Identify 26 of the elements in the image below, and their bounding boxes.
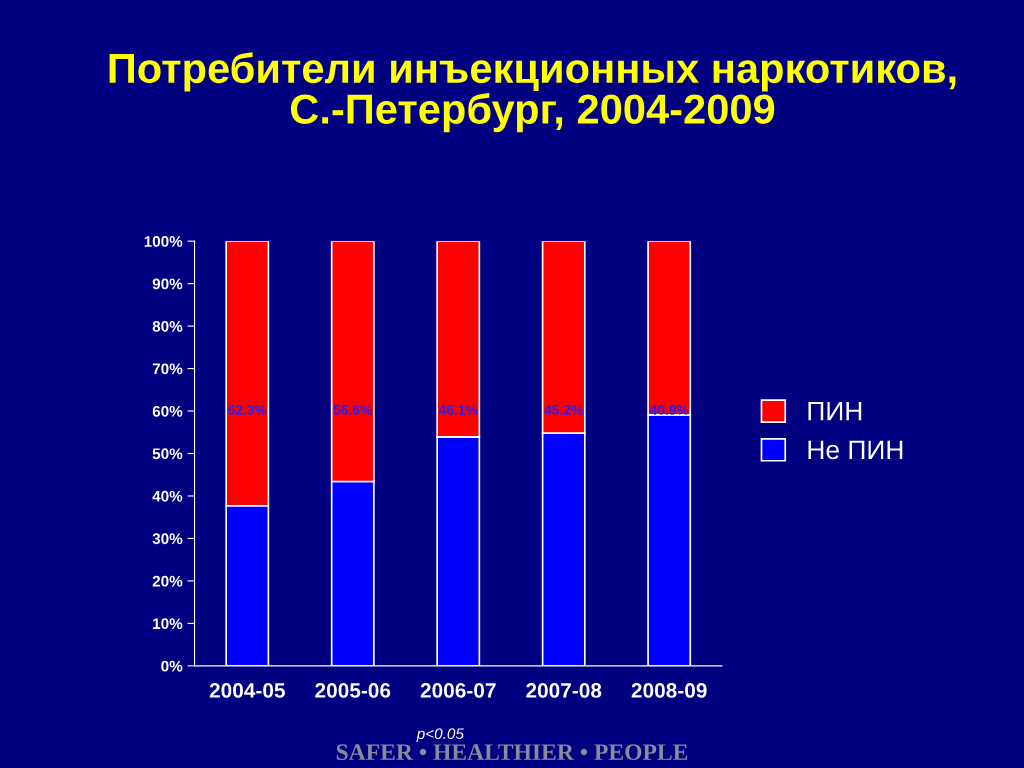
y-tick-label: 10% <box>153 618 183 630</box>
legend-label: ПИН <box>808 402 862 421</box>
y-tick-label: 40% <box>152 490 183 502</box>
text: SAFER • HEALTHIER • PEOPLE <box>336 744 688 761</box>
y-tick-label: 70% <box>152 363 183 375</box>
chart-title: Потребители инъекционных наркотиков, С.-Петербург, 2004-2009 <box>109 52 956 133</box>
y-tick-label: 80% <box>152 320 183 332</box>
y-tick-label: 20% <box>152 575 183 587</box>
y-tick-label: 0% <box>161 660 183 672</box>
y-tick-label: 60% <box>152 405 183 417</box>
y-tick-label: 30% <box>152 533 183 545</box>
x-tick-label: 2007-08 <box>526 683 602 698</box>
x-tick-label: 2005-06 <box>315 683 391 698</box>
x-tick-label: 2008-09 <box>631 683 707 698</box>
y-tick-label: 100% <box>144 236 183 247</box>
x-tick-label: 2004-05 <box>209 683 285 698</box>
data-label: 46.1% <box>438 404 478 415</box>
data-label: 56.6% <box>333 404 373 415</box>
data-label: 40.9% <box>649 404 689 415</box>
x-tick-label: 2006-07 <box>420 683 496 698</box>
data-label: 45.2% <box>544 404 584 415</box>
legend-label: Не ПИН <box>808 440 903 460</box>
y-tick-label: 90% <box>152 278 183 290</box>
y-tick-label: 50% <box>152 448 183 460</box>
data-label: 62.3% <box>228 404 267 415</box>
text: p<0.05 <box>416 728 464 743</box>
